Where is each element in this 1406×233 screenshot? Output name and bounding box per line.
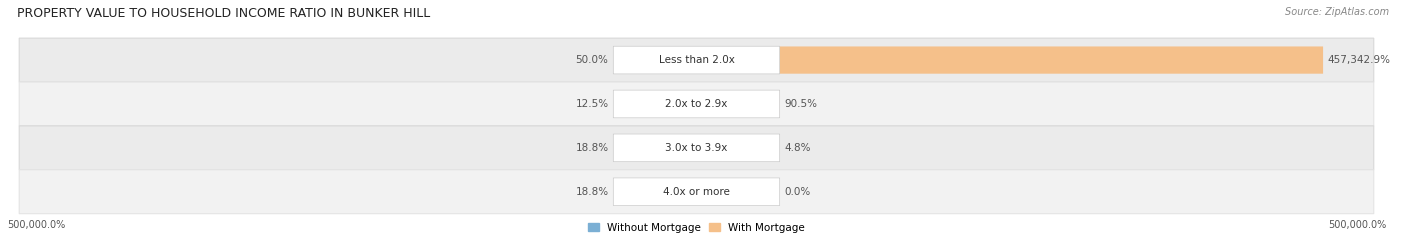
Text: 50.0%: 50.0% (575, 55, 609, 65)
Text: 500,000.0%: 500,000.0% (1329, 220, 1386, 230)
Text: 2.0x to 2.9x: 2.0x to 2.9x (665, 99, 728, 109)
Text: 0.0%: 0.0% (785, 187, 811, 197)
Text: PROPERTY VALUE TO HOUSEHOLD INCOME RATIO IN BUNKER HILL: PROPERTY VALUE TO HOUSEHOLD INCOME RATIO… (17, 7, 430, 20)
Legend: Without Mortgage, With Mortgage: Without Mortgage, With Mortgage (588, 223, 804, 233)
Text: 12.5%: 12.5% (575, 99, 609, 109)
FancyBboxPatch shape (20, 126, 1374, 170)
Text: 500,000.0%: 500,000.0% (7, 220, 65, 230)
Text: 18.8%: 18.8% (575, 143, 609, 153)
FancyBboxPatch shape (613, 134, 780, 162)
Text: 90.5%: 90.5% (785, 99, 817, 109)
Text: 4.8%: 4.8% (785, 143, 811, 153)
FancyBboxPatch shape (780, 46, 1323, 74)
FancyBboxPatch shape (20, 170, 1374, 214)
FancyBboxPatch shape (613, 46, 780, 74)
FancyBboxPatch shape (613, 90, 780, 118)
Text: Less than 2.0x: Less than 2.0x (658, 55, 734, 65)
Text: Source: ZipAtlas.com: Source: ZipAtlas.com (1285, 7, 1389, 17)
FancyBboxPatch shape (20, 82, 1374, 126)
FancyBboxPatch shape (20, 38, 1374, 82)
Text: 18.8%: 18.8% (575, 187, 609, 197)
Text: 457,342.9%: 457,342.9% (1327, 55, 1391, 65)
FancyBboxPatch shape (613, 178, 780, 206)
Text: 4.0x or more: 4.0x or more (664, 187, 730, 197)
Text: 3.0x to 3.9x: 3.0x to 3.9x (665, 143, 728, 153)
